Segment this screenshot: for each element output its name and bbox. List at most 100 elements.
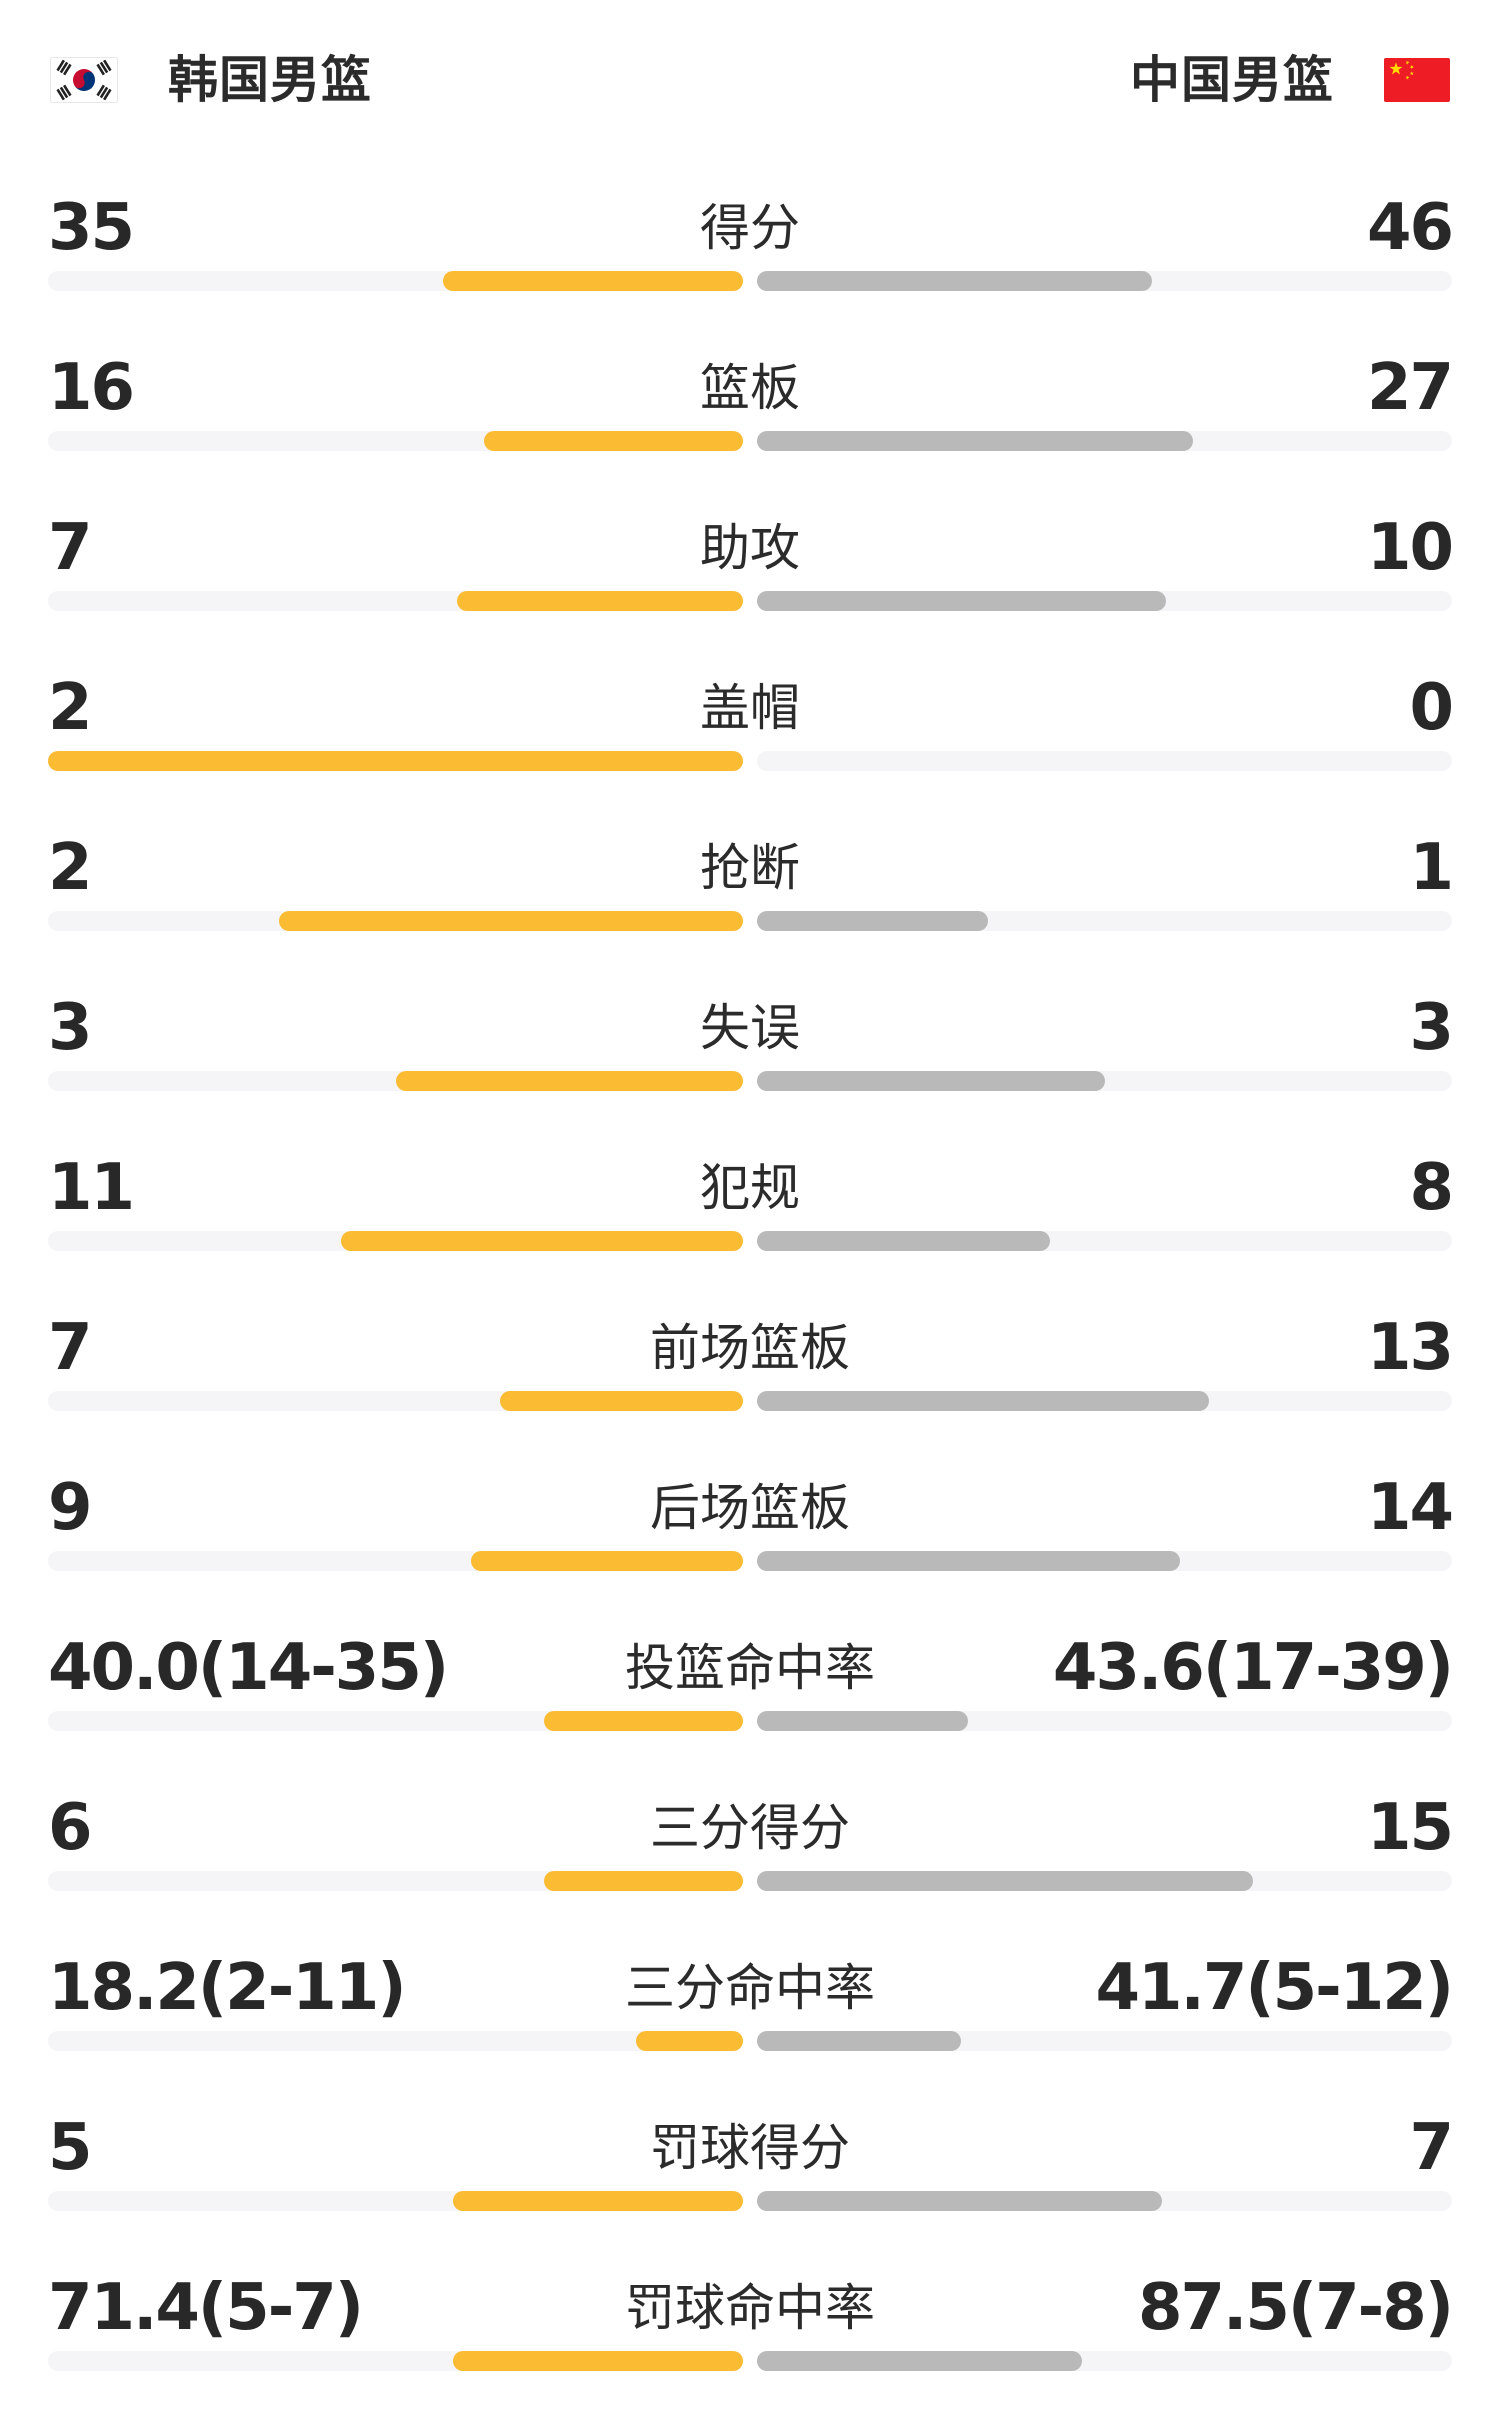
stat-row: 2 盖帽 0 [48,671,1454,833]
stat-bar [48,1711,1452,1731]
left-team-value: 40.0(14-35) [48,1631,449,1705]
left-bar-fill [395,1071,743,1091]
left-bar-fill [484,431,743,451]
right-bar-fill [757,271,1152,291]
header: 韩国男篮 中国男篮 [0,0,1500,105]
stat-bar [48,1071,1452,1091]
left-team: 韩国男篮 [50,55,372,105]
right-bar-track [757,271,1452,291]
right-team-value: 8 [1409,1151,1454,1225]
right-team-name: 中国男篮 [1130,51,1334,109]
left-bar-track [48,271,743,291]
right-bar-track [757,431,1452,451]
left-bar-track [48,591,743,611]
left-bar-track [48,431,743,451]
left-bar-track [48,751,743,771]
left-bar-track [48,2351,743,2371]
stat-label: 投篮命中率 [625,1639,875,1697]
stat-bar [48,431,1452,451]
stat-bar [48,911,1452,931]
left-bar-fill [499,1391,743,1411]
right-team-value: 3 [1409,991,1454,1065]
right-bar-fill [757,431,1194,451]
stat-bar [48,591,1452,611]
left-team-value: 5 [48,2111,93,2185]
left-bar-track [48,1711,743,1731]
stat-values: 18.2(2-11) 三分命中率 41.7(5-12) [48,1951,1454,2025]
stat-label: 前场篮板 [650,1319,850,1377]
right-team-value: 14 [1366,1471,1454,1545]
right-bar-track [757,1391,1452,1411]
stat-row: 7 前场篮板 13 [48,1313,1454,1473]
stat-row: 5 罚球得分 7 [48,2111,1454,2273]
stat-values: 2 盖帽 0 [48,671,1454,745]
right-team-value: 15 [1366,1791,1454,1865]
right-bar-fill [757,2031,962,2051]
stat-values: 7 前场篮板 13 [48,1313,1454,1383]
stat-label: 犯规 [700,1159,800,1217]
right-team-value: 0 [1409,671,1454,745]
left-team-value: 71.4(5-7) [48,2271,364,2345]
right-bar-track [757,2351,1452,2371]
stat-row: 3 失误 3 [48,991,1454,1153]
stat-row: 40.0(14-35) 投篮命中率 43.6(17-39) [48,1631,1454,1793]
stat-bar [48,2031,1452,2051]
right-bar-track [757,1231,1452,1251]
right-bar-fill [757,1551,1181,1571]
left-bar-fill [544,1711,743,1731]
stat-label: 罚球得分 [650,2119,850,2177]
left-bar-fill [442,271,743,291]
left-bar-fill [453,2191,743,2211]
right-bar-fill [757,1391,1209,1411]
right-bar-fill [757,1871,1254,1891]
left-bar-fill [471,1551,743,1571]
south-korea-flag-icon [50,57,118,103]
left-bar-fill [279,911,743,931]
right-bar-track [757,911,1452,931]
right-bar-track [757,1551,1452,1571]
stat-values: 7 助攻 10 [48,511,1454,585]
left-bar-track [48,1071,743,1091]
stat-values: 3 失误 3 [48,991,1454,1065]
stat-label: 抢断 [700,839,800,897]
left-team-value: 18.2(2-11) [48,1951,407,2025]
left-bar-track [48,1871,743,1891]
stat-label: 得分 [700,199,800,257]
stat-row: 2 抢断 1 [48,831,1454,993]
left-team-value: 35 [48,191,135,265]
stat-values: 16 篮板 27 [48,353,1454,423]
left-team-value: 7 [48,511,93,585]
right-team-value: 1 [1409,831,1454,905]
right-bar-fill [757,591,1166,611]
stat-row: 9 后场篮板 14 [48,1471,1454,1633]
stats-list: 35 得分 46 16 篮板 27 [0,193,1500,2433]
right-bar-track [757,751,1452,771]
stat-label: 罚球命中率 [625,2279,875,2337]
stat-label: 失误 [700,999,800,1057]
stat-values: 11 犯规 8 [48,1151,1454,1225]
left-bar-track [48,1231,743,1251]
left-bar-fill [456,591,743,611]
right-bar-fill [757,1711,969,1731]
left-bar-track [48,911,743,931]
right-team-value: 46 [1366,191,1454,265]
stat-label: 三分得分 [650,1799,850,1857]
stat-values: 2 抢断 1 [48,831,1454,905]
stat-row: 11 犯规 8 [48,1151,1454,1313]
right-team-value: 87.5(7-8) [1137,2271,1454,2345]
right-team-value: 41.7(5-12) [1095,1951,1454,2025]
left-bar-fill [453,2351,743,2371]
stat-row: 35 得分 46 [48,191,1454,353]
stat-label: 盖帽 [700,679,800,737]
right-team-value: 7 [1409,2111,1454,2185]
left-bar-fill [635,2031,743,2051]
left-bar-track [48,1551,743,1571]
left-team-value: 6 [48,1791,93,1865]
stat-bar [48,1391,1452,1411]
left-team-value: 2 [48,671,93,745]
stat-bar [48,1231,1452,1251]
stat-row: 18.2(2-11) 三分命中率 41.7(5-12) [48,1951,1454,2113]
china-flag-icon [1384,58,1450,102]
stat-bar [48,1871,1452,1891]
